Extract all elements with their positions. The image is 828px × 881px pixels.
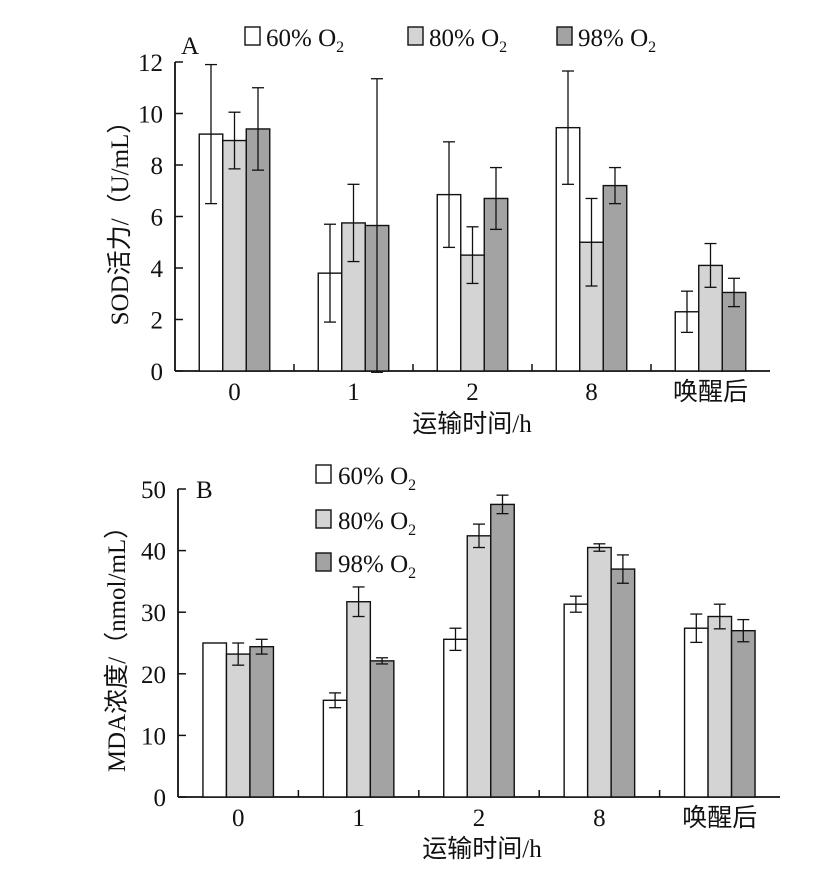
c1-bar: [683, 627, 709, 798]
legend-item-b-60: 60% O2: [315, 463, 416, 494]
c1-x-tick-label: 8: [593, 805, 606, 832]
panel-label-a: A: [181, 33, 199, 60]
c0-y-tick-label: 8: [151, 153, 164, 180]
c1-bar: [322, 699, 348, 798]
legend-swatch-a-60: [244, 26, 261, 46]
c0-y-tick-label: 12: [138, 50, 163, 77]
legend-swatch-a-98: [556, 26, 573, 46]
c0-x-tick-label: 0: [228, 379, 241, 406]
c0-x-tick-label: 1: [347, 379, 360, 406]
c0-y-tick-label: 6: [151, 205, 164, 232]
c1-x-tick-label: 唤醒后: [682, 804, 757, 832]
legend-item-a-80: 80% O2: [407, 25, 507, 56]
legend-item-b-98: 98% O2: [315, 551, 416, 582]
c1-y-tick-label: 10: [141, 723, 166, 750]
legend-label-a-60: 60% O2: [266, 25, 344, 56]
c1-bar: [730, 629, 756, 798]
legend-swatch-b-80: [315, 509, 332, 529]
x-axis-label-a: 运输时间/h: [412, 410, 532, 438]
c1-x-tick-label: 2: [473, 805, 486, 832]
c0-bar: [602, 184, 628, 372]
c1-y-tick-label: 20: [141, 662, 166, 689]
c1-bar: [443, 638, 468, 798]
legend-label-b-80: 80% O2: [338, 508, 416, 539]
legend-label-b-60: 60% O2: [338, 463, 416, 494]
chart-panel-b: B 60% O2 80% O2 98% O2 0 10 20 30 40 50 0 1 2 8 唤醒…: [103, 463, 780, 863]
c0-y-tick-label: 2: [151, 308, 164, 335]
legend-b: 60% O2 80% O2 98% O2: [315, 463, 416, 582]
legend-swatch-a-80: [407, 26, 424, 46]
plot-area-b: 0 10 20 30 40 50 0 1 2 8 唤醒后: [141, 477, 780, 832]
c0-bar: [222, 139, 247, 372]
panel-label-b: B: [196, 477, 213, 504]
c1-bar: [202, 642, 228, 798]
c1-bar: [586, 546, 612, 798]
c1-x-tick-label: 0: [232, 805, 245, 832]
c1-y-tick-label: 0: [154, 785, 167, 812]
y-axis-label-b: MDA浓度/（nmol/mL）: [103, 514, 131, 772]
c0-y-tick-label: 10: [138, 102, 163, 129]
c0-y-tick-label: 0: [151, 359, 164, 386]
legend-label-a-98: 98% O2: [578, 25, 656, 56]
x-axis-label-b: 运输时间/h: [422, 835, 542, 863]
c0-x-tick-label: 8: [585, 379, 598, 406]
legend-swatch-b-60: [315, 464, 332, 484]
c1-x-tick-label: 1: [352, 805, 365, 832]
legend-a: 60% O2 80% O2 98% O2: [244, 25, 656, 56]
c1-bar: [225, 653, 251, 798]
c0-x-tick-label: 2: [466, 379, 479, 406]
c1-bar: [707, 615, 733, 798]
legend-item-a-60: 60% O2: [244, 25, 344, 56]
legend-item-b-80: 80% O2: [315, 508, 416, 539]
c1-bar: [249, 645, 275, 798]
c1-y-tick-label: 50: [141, 477, 166, 504]
c1-bar: [466, 535, 492, 798]
legend-swatch-b-98: [315, 552, 332, 572]
legend-label-a-80: 80% O2: [429, 25, 507, 56]
c1-bar: [610, 568, 636, 798]
c1-bar: [346, 601, 372, 798]
c0-x-tick-label: 唤醒后: [673, 378, 748, 406]
c1-bar: [490, 503, 515, 798]
c1-bar: [369, 660, 395, 798]
c1-bar: [563, 603, 589, 798]
legend-label-b-98: 98% O2: [338, 551, 416, 582]
y-axis-label-a: SOD活力/（U/mL）: [106, 109, 134, 326]
legend-item-a-98: 98% O2: [556, 25, 656, 56]
c1-y-tick-label: 30: [141, 600, 166, 627]
c1-y-tick-label: 40: [141, 539, 166, 566]
c0-y-tick-label: 4: [151, 256, 164, 283]
